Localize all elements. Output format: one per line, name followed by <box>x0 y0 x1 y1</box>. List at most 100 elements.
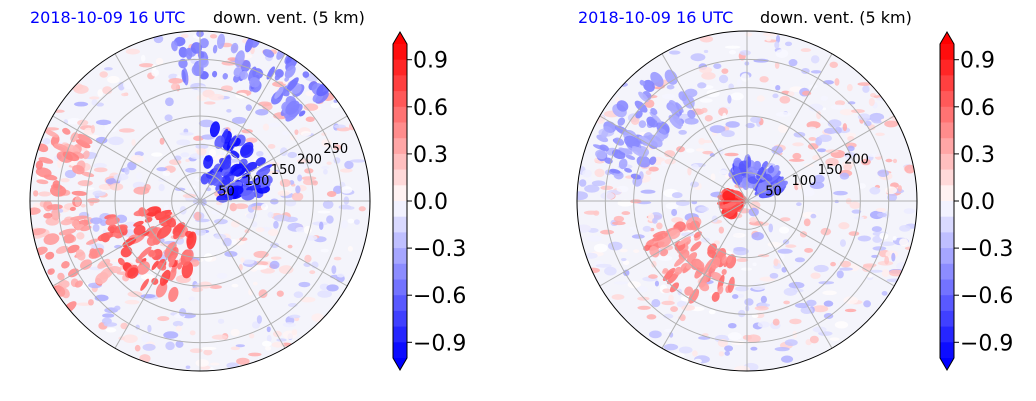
field-feature-cell <box>222 73 229 80</box>
field-feature-cell <box>665 267 676 278</box>
field-speckle <box>727 332 742 341</box>
field-feature-cell <box>127 267 139 279</box>
field-speckle <box>260 203 269 211</box>
field-speckle <box>867 274 873 278</box>
colorbar-level <box>940 153 954 171</box>
field-speckle <box>190 259 200 267</box>
field-speckle <box>105 327 117 333</box>
field-speckle <box>582 169 592 178</box>
field-speckle <box>691 164 699 170</box>
field-speckle <box>282 322 296 328</box>
field-speckle <box>739 50 751 56</box>
field-speckle <box>765 36 772 42</box>
field-feature-cell <box>649 156 657 165</box>
field-speckle <box>710 173 716 181</box>
field-speckle <box>76 232 85 240</box>
field-speckle <box>102 86 113 95</box>
field-speckle <box>703 49 709 54</box>
field-speckle <box>737 309 746 318</box>
field-speckle <box>131 139 136 146</box>
field-speckle <box>309 270 316 275</box>
field-speckle <box>188 296 195 301</box>
field-speckle <box>713 63 722 69</box>
field-speckle <box>266 334 272 342</box>
field-speckle <box>248 352 262 357</box>
radial-tick-label: 50 <box>765 184 782 199</box>
field-feature-cell <box>767 166 775 174</box>
colorbar-level <box>940 295 954 312</box>
angular-grid-spoke <box>746 53 833 202</box>
field-speckle <box>785 244 797 248</box>
field-feature-cell <box>687 109 696 119</box>
field-feature-cell <box>599 144 609 152</box>
colorbar-level <box>940 75 954 92</box>
field-speckle <box>591 180 606 187</box>
colorbar: 0.9 0.6 0.3 0.0 −0.3 −0.6 −0.9 <box>392 31 466 371</box>
field-speckle <box>57 159 62 168</box>
colorbar-level <box>940 169 954 186</box>
field-feature-cell <box>684 286 694 296</box>
field-speckle <box>344 160 354 170</box>
field-feature-cell <box>764 173 773 182</box>
field-speckle <box>340 168 353 173</box>
field-feature-cell <box>649 245 660 258</box>
field-speckle <box>846 145 855 152</box>
angular-grid-spoke <box>746 115 895 202</box>
field-speckle <box>264 346 272 351</box>
field-speckle <box>709 153 715 157</box>
field-feature-cell <box>242 180 255 187</box>
field-speckle <box>750 346 758 351</box>
field-feature-cell <box>60 218 74 226</box>
field-speckle <box>772 318 780 326</box>
field-speckle <box>796 202 802 207</box>
field-feature-cell <box>674 266 683 275</box>
field-feature-cell <box>151 260 159 271</box>
field-speckle <box>857 155 867 160</box>
field-speckle <box>287 151 298 159</box>
colorbar-level <box>393 153 407 171</box>
field-speckle <box>235 344 245 348</box>
field-speckle <box>287 244 293 249</box>
field-speckle <box>668 50 681 55</box>
radial-tick-label: 50 <box>218 184 235 199</box>
field-feature-cell <box>168 286 179 303</box>
field-feature-cell <box>675 102 684 113</box>
colorbar-tick-label: −0.3 <box>413 237 466 262</box>
field-speckle <box>600 185 614 190</box>
colorbar-level <box>393 263 407 280</box>
field-feature-cell <box>45 251 55 260</box>
field-speckle <box>662 268 669 274</box>
field-speckle <box>662 288 671 293</box>
field-speckle <box>185 159 190 163</box>
field-speckle <box>670 306 679 312</box>
field-speckle <box>270 242 279 248</box>
field-speckle <box>127 161 137 171</box>
field-feature-cell <box>62 127 71 135</box>
field-speckle <box>803 218 811 227</box>
field-feature-cell <box>52 180 61 189</box>
field-feature-cell <box>618 158 628 170</box>
field-feature-cell <box>638 91 649 103</box>
field-speckle <box>156 167 168 172</box>
field-feature-cell <box>184 249 194 262</box>
field-speckle <box>830 104 846 110</box>
field-speckle <box>322 200 334 209</box>
field-speckle <box>175 340 184 348</box>
field-feature-cell <box>173 232 180 240</box>
field-speckle <box>180 152 190 158</box>
field-feature-cell <box>756 180 771 194</box>
field-speckle <box>697 206 709 212</box>
field-speckle <box>881 291 888 296</box>
field-speckle <box>140 273 155 281</box>
field-speckle <box>664 150 676 158</box>
angular-grid-spoke <box>746 200 895 287</box>
field-feature-cell <box>284 76 290 82</box>
field-speckle <box>724 45 741 49</box>
field-feature-cell <box>105 216 120 226</box>
colorbar-extend-min <box>393 358 407 370</box>
field-speckle <box>321 165 330 170</box>
field-speckle <box>203 101 216 105</box>
field-speckle <box>651 260 657 268</box>
field-speckle <box>789 318 802 325</box>
field-speckle <box>816 111 822 120</box>
